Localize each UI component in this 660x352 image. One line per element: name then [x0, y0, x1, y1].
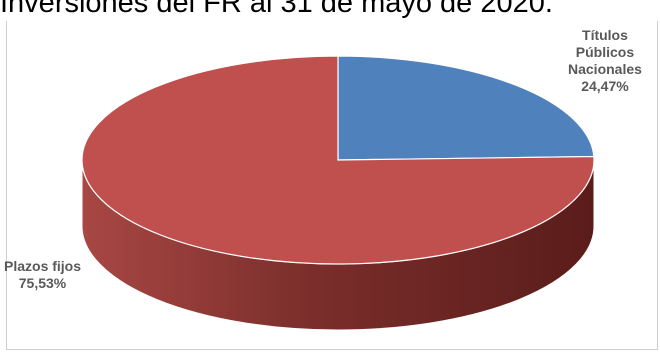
slice-label-titulos: Títulos Públicos Nacionales 24,47%: [568, 27, 642, 95]
pie-top: [81, 55, 595, 265]
pie-slice-1: [81, 55, 595, 265]
slice-label-line: Títulos: [582, 27, 628, 43]
slice-label-line: Plazos fijos: [4, 258, 82, 274]
slice-label-line: Nacionales: [568, 61, 642, 77]
chart-title: Inversiones del FR al 31 de mayo de 2020…: [0, 0, 553, 19]
slice-value: 75,53%: [18, 275, 67, 291]
slice-label-plazos: Plazos fijos 75,53%: [4, 258, 81, 292]
slice-value: 24,47%: [581, 78, 629, 94]
slice-label-line: Públicos: [575, 44, 635, 60]
chart-frame: [6, 21, 658, 350]
pie-slice-0: [337, 55, 595, 161]
